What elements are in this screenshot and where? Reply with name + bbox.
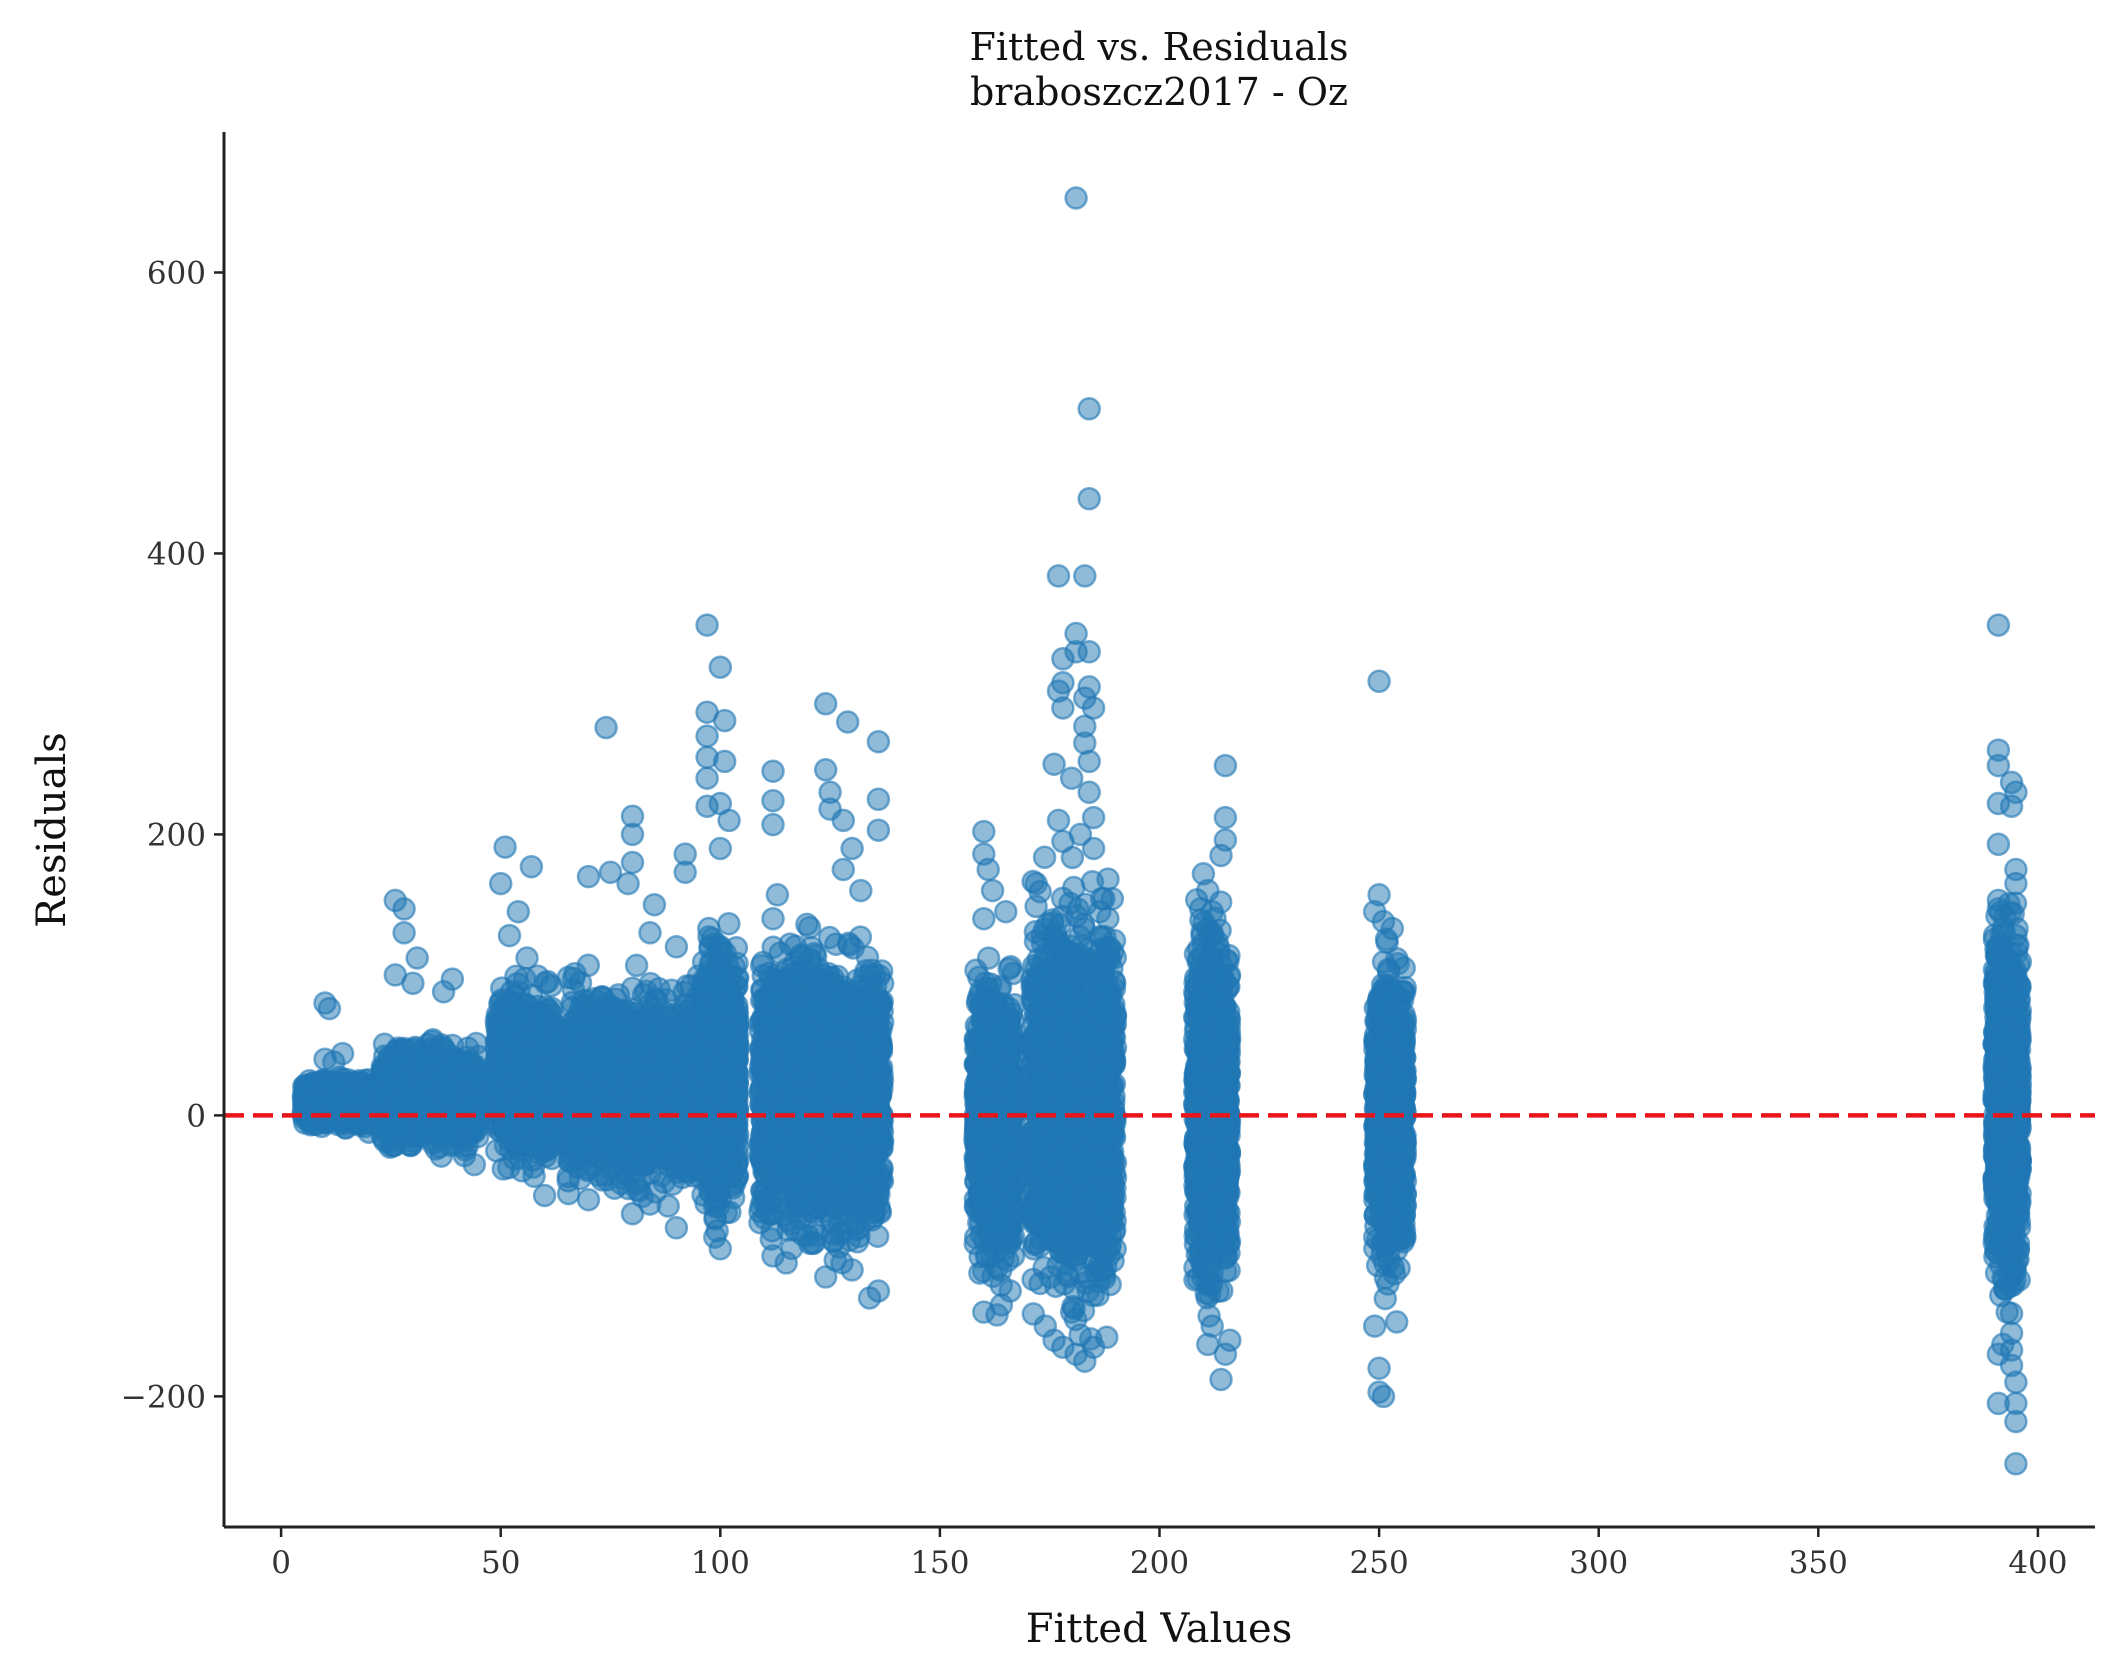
scatter-point-4402	[558, 1141, 583, 1166]
scatter-point-2721	[497, 1026, 522, 1050]
scatter-point-1864	[400, 1038, 424, 1063]
scatter-point-4334	[653, 1120, 677, 1144]
scatter-point-1865	[406, 1074, 431, 1098]
scatter-point-4323	[602, 1176, 627, 1200]
scatter-points	[291, 186, 2033, 1476]
scatter-point-1870	[440, 1048, 464, 1073]
scatter-point-3632	[644, 1180, 668, 1204]
chart-title: Fitted vs. Residuals	[970, 25, 1349, 69]
scatter-point-1872	[439, 1133, 464, 1158]
scatter-point-4390	[584, 1072, 609, 1097]
scatter-point-2711	[539, 996, 564, 1020]
scatter-point-4326	[557, 1013, 582, 1038]
scatter-point-4386	[659, 978, 684, 1002]
scatter-point-1873	[375, 1081, 399, 1105]
scatter-point-2716	[489, 1055, 513, 1079]
scatter-point-4394	[564, 1078, 589, 1102]
scatter-point-2718	[513, 1093, 537, 1117]
scatter-point-4149	[638, 971, 663, 996]
scatter-point-2723	[534, 1086, 558, 1110]
scatter-point-4475	[717, 911, 741, 936]
scatter-point-4225	[590, 985, 614, 1010]
scatter-point-4372	[622, 1022, 646, 1046]
scatter-point-2713	[496, 1128, 521, 1152]
scatter-point-4403	[568, 1045, 592, 1069]
scatter-point-4400	[600, 1119, 625, 1143]
scatter-point-4382	[593, 1040, 618, 1065]
scatter-point-2709	[532, 1036, 557, 1061]
scatter-point-1863	[381, 1057, 406, 1081]
scatter-point-803	[343, 1085, 367, 1109]
scatter-point-4290	[563, 961, 587, 986]
scatter-point-1868	[439, 1070, 464, 1095]
scatter-point-3854	[624, 953, 649, 978]
scatter-point-4397	[574, 1118, 598, 1142]
scatter-point-2658	[521, 1148, 545, 1172]
scatter-point-4399	[625, 1078, 649, 1102]
scatter-point-1800	[383, 1133, 407, 1157]
scatter-point-1871	[372, 1032, 397, 1057]
chart-subtitle: braboszcz2017 - Oz	[970, 70, 1348, 114]
